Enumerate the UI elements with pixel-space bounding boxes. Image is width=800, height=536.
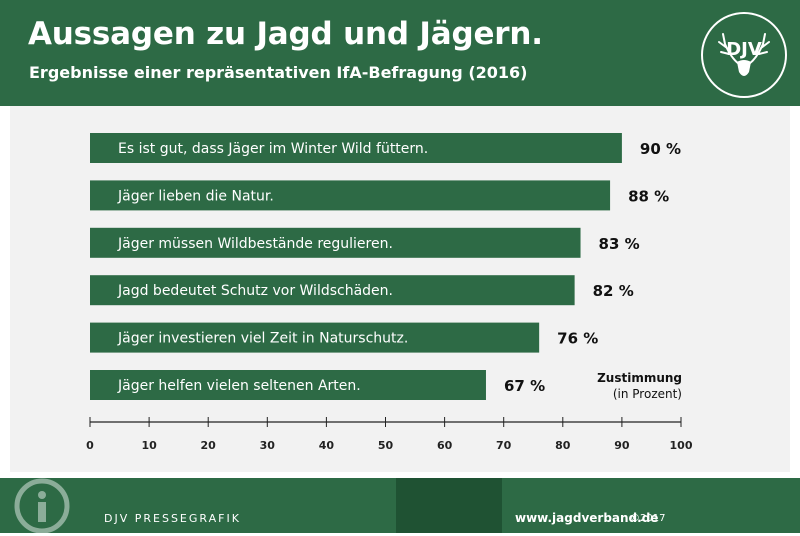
x-tick-label: 60: [437, 439, 453, 452]
deer-antler-icon: [718, 33, 770, 76]
x-tick-label: 0: [86, 439, 94, 452]
bar-chart: Es ist gut, dass Jäger im Winter Wild fü…: [86, 133, 693, 452]
bar: [90, 275, 575, 306]
bar-value-label: 90 %: [640, 140, 681, 158]
bar-category-label: Jagd bedeutet Schutz vor Wildschäden.: [117, 283, 393, 299]
bar: [90, 180, 611, 211]
x-tick-label: 30: [260, 439, 276, 452]
x-tick-label: 10: [141, 439, 157, 452]
bar-value-label: 83 %: [599, 235, 640, 253]
x-tick-label: 90: [614, 439, 630, 452]
footer-copyright: ©2017: [630, 513, 666, 524]
bar-category-label: Jäger helfen vielen seltenen Arten.: [117, 378, 361, 394]
footer-center-block: [396, 478, 502, 533]
bar-category-label: Es ist gut, dass Jäger im Winter Wild fü…: [118, 141, 428, 157]
footer-url[interactable]: www.jagdverband.de: [515, 511, 659, 525]
bar: [90, 370, 486, 400]
chart-panel: Es ist gut, dass Jäger im Winter Wild fü…: [10, 106, 790, 472]
bar-category-label: Jäger müssen Wildbestände regulieren.: [117, 236, 393, 252]
info-icon: [14, 478, 70, 534]
bar-value-label: 67 %: [504, 377, 545, 395]
logo-text: DJV: [726, 39, 762, 60]
header-banner: Aussagen zu Jagd und Jägern. Ergebnisse …: [0, 0, 800, 106]
legend-note-title: Zustimmung: [597, 371, 682, 385]
x-tick-label: 20: [201, 439, 217, 452]
bar-value-label: 82 %: [593, 282, 634, 300]
chart-subtitle: Ergebnisse einer repräsentativen IfA-Bef…: [29, 63, 528, 82]
djv-logo: DJV: [701, 12, 787, 98]
x-tick-label: 80: [555, 439, 571, 452]
bar-category-label: Jäger investieren viel Zeit in Naturschu…: [117, 331, 408, 347]
legend-note-unit: (in Prozent): [613, 387, 682, 401]
x-tick-label: 40: [319, 439, 335, 452]
bar-value-label: 88 %: [628, 187, 669, 205]
x-tick-label: 100: [670, 439, 693, 452]
x-tick-label: 50: [378, 439, 394, 452]
bar: [90, 322, 540, 353]
x-tick-label: 70: [496, 439, 512, 452]
footer-press-label: DJV PRESSEGRAFIK: [104, 512, 241, 525]
chart-title: Aussagen zu Jagd und Jägern.: [28, 16, 543, 52]
bar: [90, 133, 622, 163]
bar-value-label: 76 %: [557, 330, 598, 348]
bar-category-label: Jäger lieben die Natur.: [117, 188, 274, 204]
bar: [90, 227, 581, 258]
